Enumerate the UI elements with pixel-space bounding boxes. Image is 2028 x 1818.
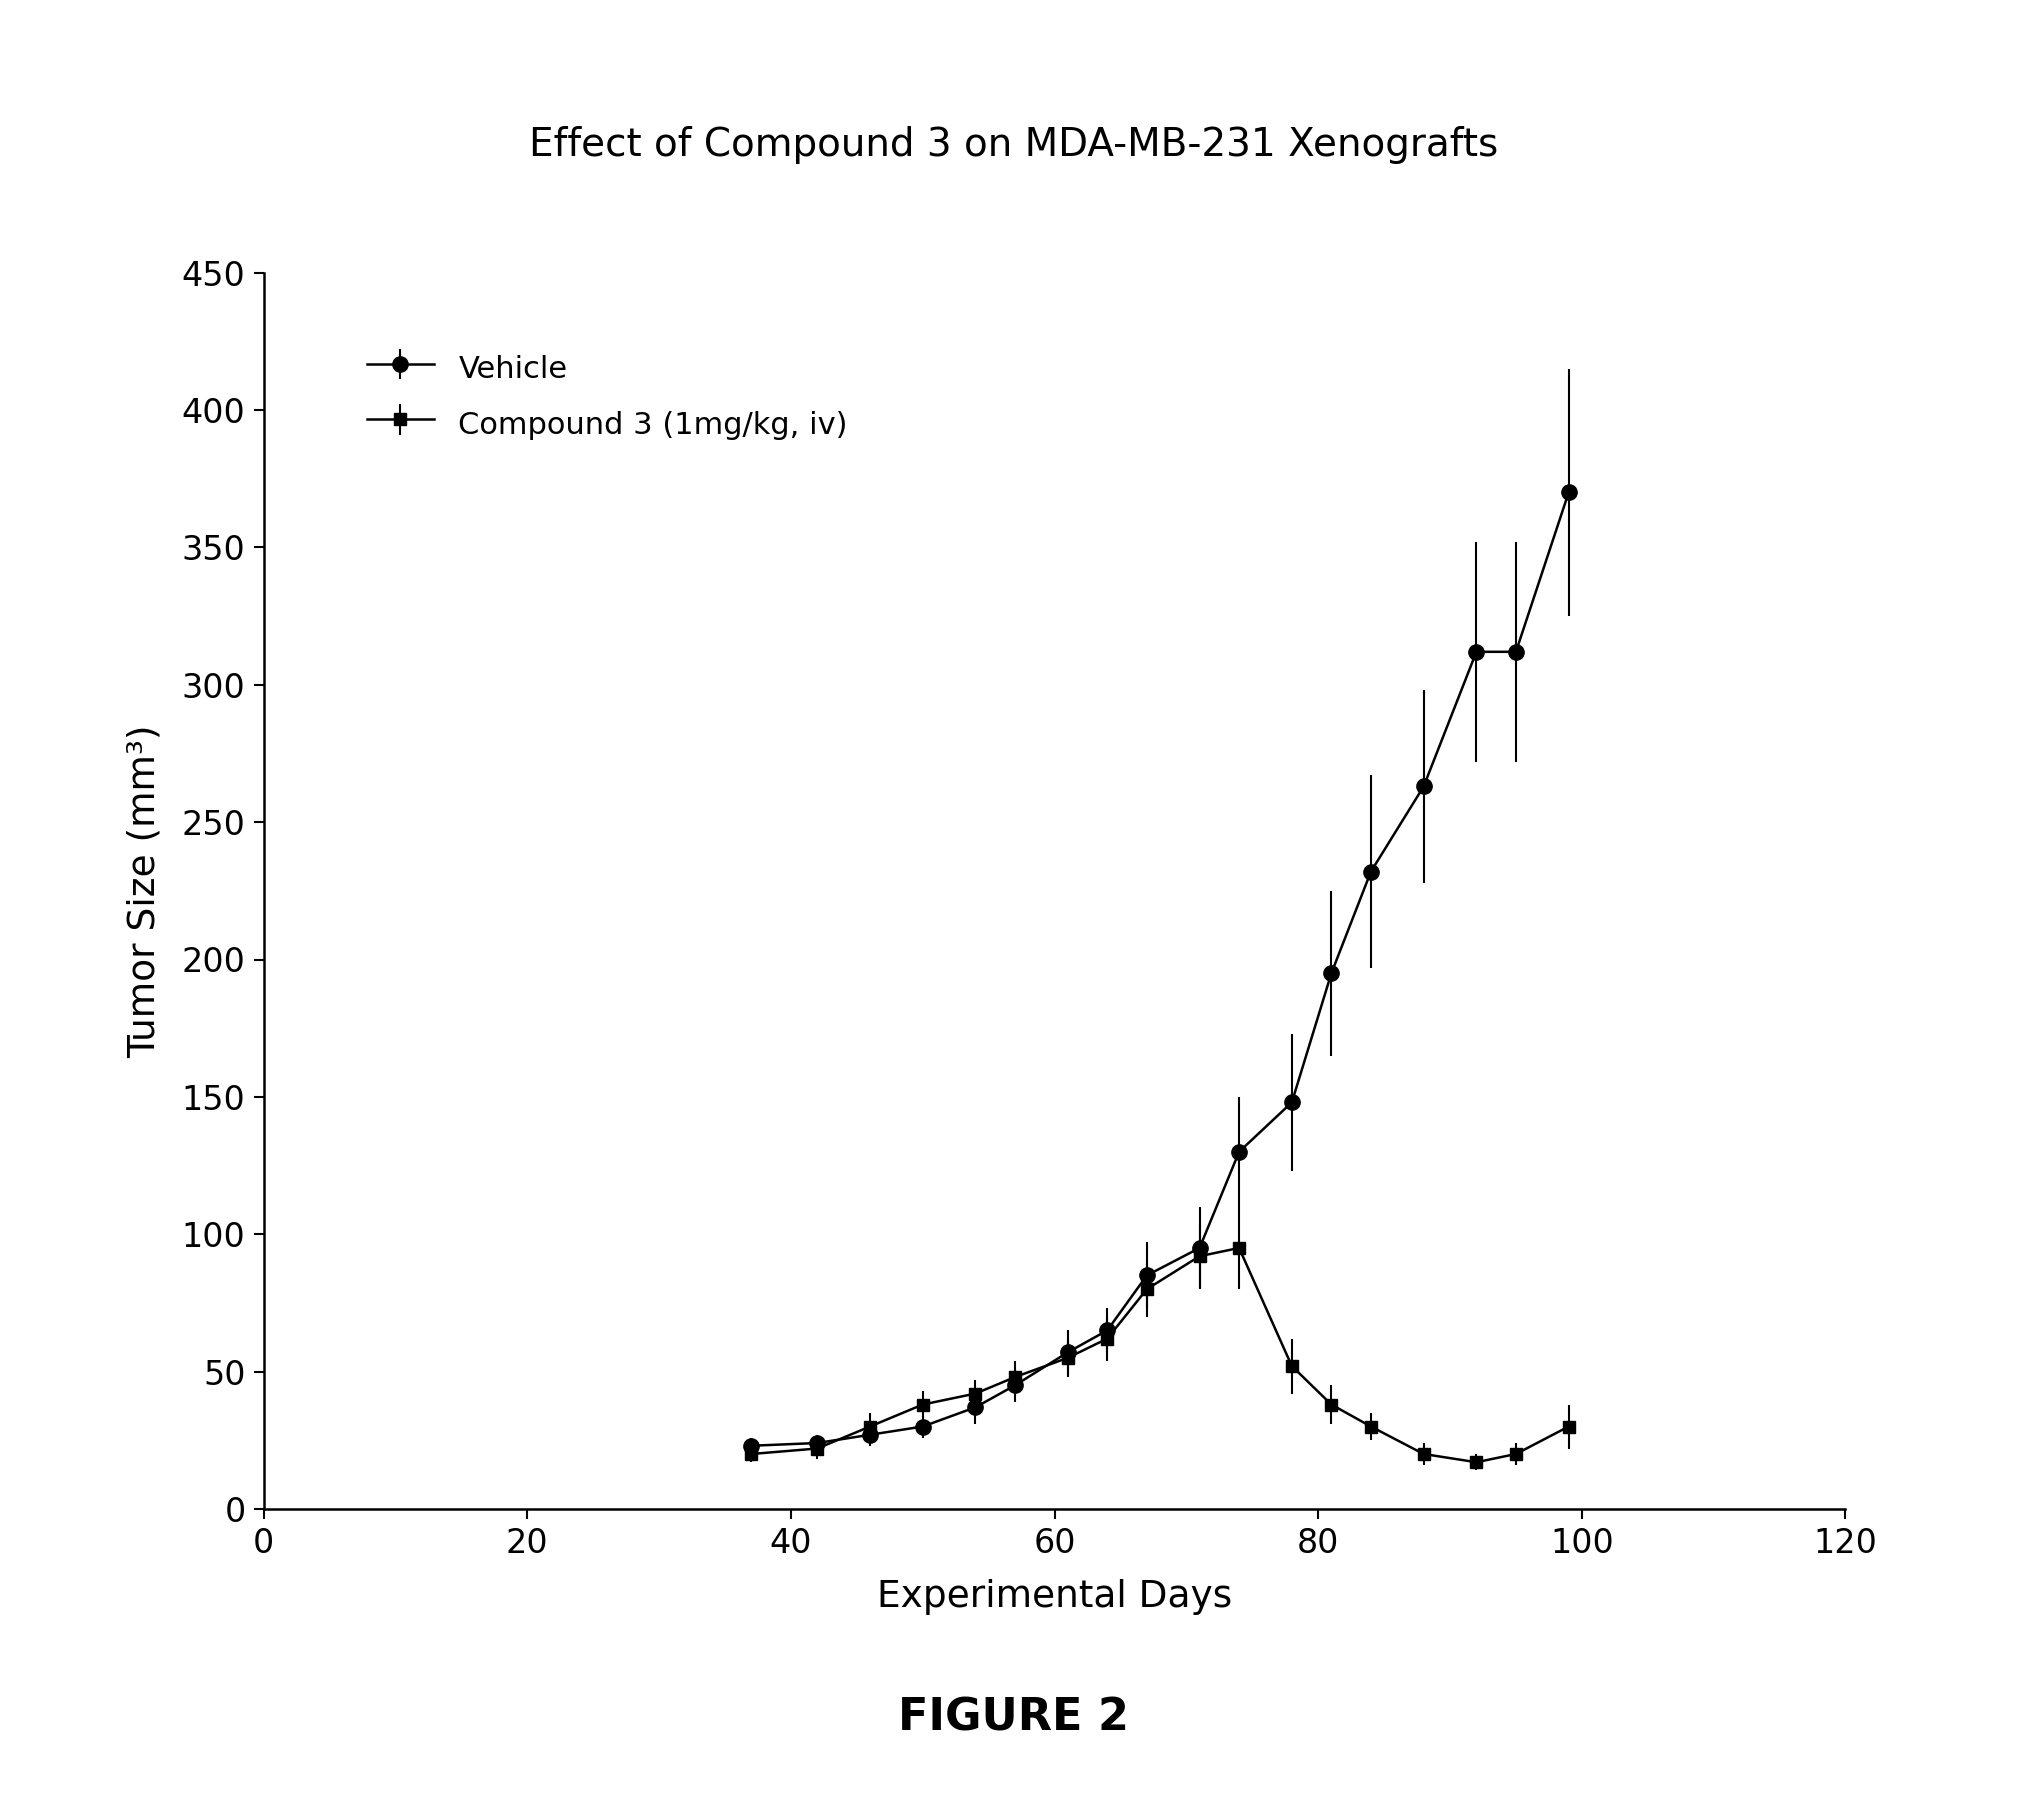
Text: Effect of Compound 3 on MDA-MB-231 Xenografts: Effect of Compound 3 on MDA-MB-231 Xenog…	[529, 127, 1499, 164]
Text: FIGURE 2: FIGURE 2	[898, 1696, 1130, 1740]
X-axis label: Experimental Days: Experimental Days	[876, 1580, 1233, 1616]
Legend: Vehicle, Compound 3 (1mg/kg, iv): Vehicle, Compound 3 (1mg/kg, iv)	[343, 325, 872, 467]
Y-axis label: Tumor Size (mm³): Tumor Size (mm³)	[126, 724, 162, 1058]
